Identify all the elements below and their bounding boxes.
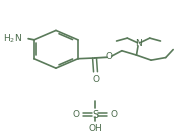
Text: O: O — [111, 110, 118, 119]
Text: O: O — [106, 52, 113, 61]
Text: N: N — [135, 39, 142, 48]
Text: S: S — [92, 110, 98, 120]
Text: O: O — [72, 110, 79, 119]
Text: H$_2$N: H$_2$N — [3, 33, 22, 45]
Text: O: O — [92, 75, 99, 84]
Text: OH: OH — [88, 124, 102, 133]
